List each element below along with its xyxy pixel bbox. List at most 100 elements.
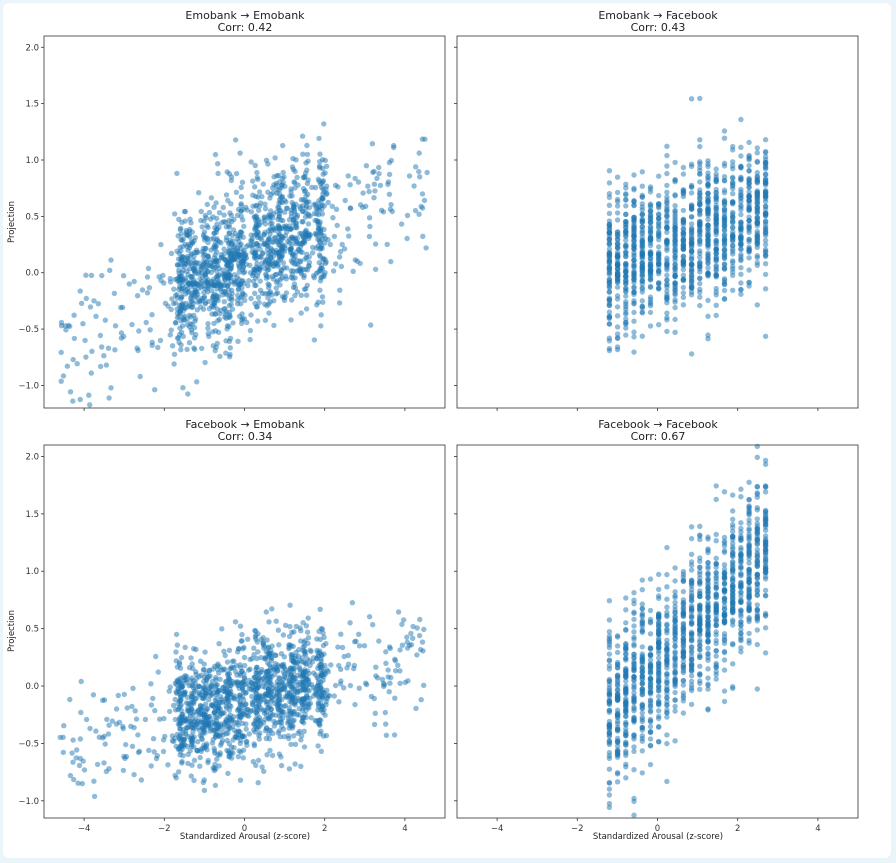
scatter-point: [196, 683, 203, 690]
scatter-point: [631, 187, 637, 193]
scatter-point: [83, 295, 90, 302]
scatter-point: [623, 309, 629, 316]
scatter-point: [192, 346, 198, 353]
scatter-point: [672, 697, 678, 703]
scatter-point: [237, 662, 243, 668]
scatter-point: [705, 297, 711, 304]
scatter-point: [307, 647, 313, 653]
scatter-point: [82, 337, 88, 344]
scatter-point: [239, 631, 245, 638]
scatter-point: [297, 265, 304, 272]
scatter-point: [762, 333, 769, 339]
scatter-point: [762, 232, 769, 239]
scatter-point: [241, 733, 248, 740]
scatter-point: [184, 725, 191, 731]
scatter-point: [299, 241, 306, 247]
scatter-point: [257, 287, 264, 293]
scatter-point: [194, 379, 200, 385]
scatter-point: [631, 329, 637, 335]
scatter-point: [215, 661, 221, 667]
scatter-point: [226, 309, 233, 315]
scatter-point: [176, 311, 183, 317]
scatter-point: [261, 214, 267, 220]
scatter-point: [266, 662, 273, 668]
scatter-point: [294, 690, 301, 696]
scatter-point: [210, 728, 217, 734]
scatter-point: [664, 288, 670, 294]
scatter-point: [738, 291, 744, 297]
scatter-point: [224, 659, 231, 665]
scatter-point: [688, 230, 695, 236]
scatter-point: [738, 236, 744, 242]
scatter-point: [135, 732, 141, 738]
scatter-point: [70, 759, 76, 765]
scatter-point: [746, 247, 752, 253]
scatter-point: [680, 710, 687, 716]
scatter-point: [193, 721, 200, 727]
scatter-point: [325, 199, 331, 206]
scatter-point: [423, 245, 429, 251]
scatter-point: [315, 680, 322, 686]
scatter-point: [83, 354, 89, 360]
scatter-point: [226, 230, 233, 236]
scatter-point: [306, 204, 313, 211]
scatter-point: [313, 231, 319, 238]
scatter-point: [161, 280, 167, 286]
scatter-point: [200, 745, 206, 751]
scatter-point: [213, 200, 219, 206]
scatter-point: [680, 302, 687, 308]
scatter-point: [664, 143, 670, 149]
scatter-point: [189, 699, 195, 705]
scatter-point: [266, 619, 272, 625]
scatter-point: [234, 297, 241, 303]
scatter-point: [705, 216, 711, 223]
scatter-point: [172, 300, 179, 306]
scatter-point: [342, 197, 348, 204]
scatter-point: [672, 290, 678, 296]
scatter-point: [160, 737, 167, 743]
scatter-point: [321, 690, 327, 696]
scatter-point: [338, 678, 344, 684]
scatter-point: [721, 549, 728, 556]
scatter-point: [293, 220, 299, 227]
scatter-point: [220, 729, 226, 735]
scatter-point: [237, 777, 244, 783]
scatter-point: [713, 302, 719, 308]
scatter-point: [220, 204, 226, 211]
scatter-point: [383, 732, 390, 738]
scatter-point: [300, 151, 306, 157]
scatter-point: [236, 276, 242, 283]
scatter-point: [411, 183, 417, 189]
scatter-point: [150, 695, 156, 702]
scatter-point: [293, 257, 300, 263]
scatter-point: [347, 682, 354, 689]
scatter-point: [705, 675, 711, 681]
scatter-point: [406, 642, 413, 648]
scatter-point: [213, 229, 219, 236]
scatter-point: [239, 638, 245, 644]
scatter-point: [298, 310, 304, 316]
scatter-point: [382, 709, 388, 716]
scatter-point: [256, 707, 263, 713]
scatter-point: [223, 700, 230, 706]
scatter-point: [240, 206, 246, 213]
scatter-point: [656, 281, 662, 287]
scatter-point: [276, 642, 282, 648]
scatter-point: [371, 695, 377, 702]
scatter-point: [283, 276, 289, 282]
scatter-point: [721, 178, 728, 184]
scatter-point: [713, 256, 719, 263]
scatter-point: [251, 674, 257, 680]
scatter-point: [372, 266, 379, 272]
scatter-point: [631, 172, 637, 178]
scatter-point: [261, 679, 268, 686]
scatter-point: [254, 169, 260, 176]
scatter-point: [272, 227, 278, 233]
scatter-point: [216, 278, 222, 285]
scatter-point: [265, 189, 271, 195]
scatter-point: [713, 202, 719, 209]
scatter-point: [404, 235, 410, 242]
scatter-point: [639, 192, 645, 198]
scatter-point: [647, 237, 654, 243]
scatter-point: [189, 330, 195, 336]
